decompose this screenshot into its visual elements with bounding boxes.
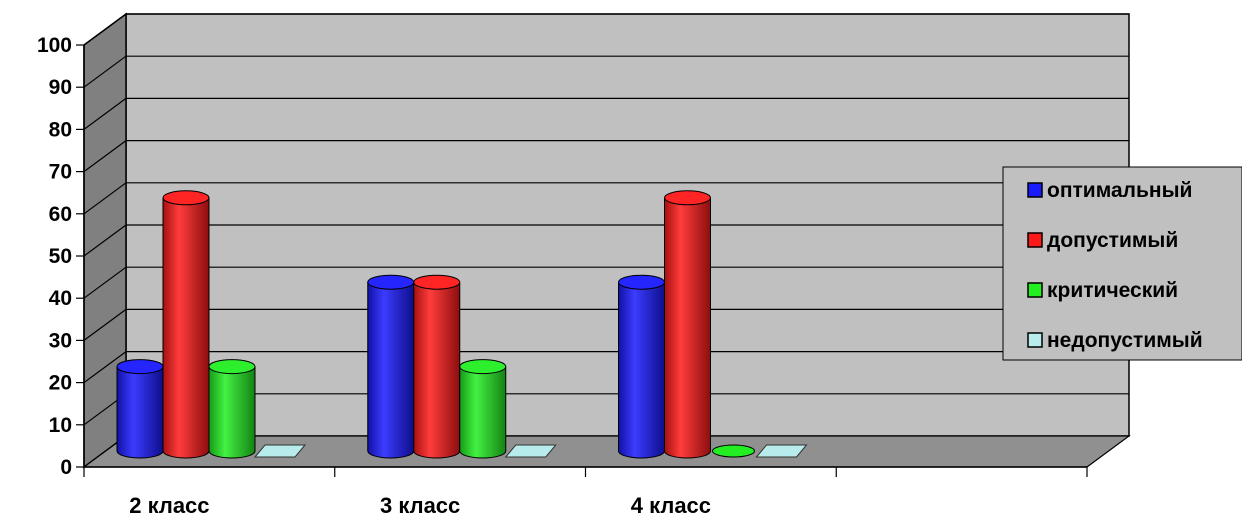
bar-body [413, 281, 461, 459]
gridline-side [83, 13, 127, 46]
xtick-label: 2 класс [129, 493, 209, 518]
ytick-label: 50 [49, 245, 72, 268]
bar-3-оптимальный [618, 274, 665, 459]
bar-top [459, 359, 507, 375]
bar-top [664, 190, 711, 206]
bar-3-недопустимый [755, 444, 808, 458]
legend-label: оптимальный [1047, 179, 1192, 202]
ytick-label: 100 [37, 34, 72, 57]
ytick-label: 60 [49, 203, 72, 226]
bar-body [367, 281, 415, 459]
bar-2-допустимый [413, 274, 461, 459]
gridline-side [83, 140, 127, 173]
bar-top [367, 274, 415, 290]
ytick-label: 10 [49, 414, 72, 437]
bar-body [162, 197, 210, 459]
bar-1-допустимый [162, 190, 210, 459]
bar-body [618, 281, 665, 459]
bar-2-оптимальный [367, 274, 415, 459]
bar-top [116, 359, 164, 375]
gridline-side [83, 224, 127, 257]
bar-flat [253, 444, 307, 458]
ytick-label: 0 [60, 456, 72, 479]
legend-label: допустимый [1047, 229, 1178, 252]
legend-swatch [1027, 182, 1043, 198]
ytick-label: 70 [49, 161, 72, 184]
gridline-side [83, 182, 127, 215]
xtick-label: 3 класс [380, 493, 460, 518]
bars [116, 190, 808, 459]
bar-top [208, 359, 256, 375]
bar-1-оптимальный [116, 359, 164, 459]
legend-label: недопустимый [1047, 329, 1203, 352]
bar-flat [504, 444, 557, 458]
ytick-label: 80 [49, 118, 72, 141]
ytick-label: 40 [49, 287, 72, 310]
bar-body [664, 197, 711, 459]
xtick-label: 4 класс [631, 493, 711, 518]
ytick-label: 30 [49, 329, 72, 352]
bar-1-недопустимый [253, 444, 307, 458]
bar-flat [712, 444, 755, 458]
bar-body [116, 366, 164, 459]
bar-top [162, 190, 210, 206]
bar-2-критический [459, 359, 507, 459]
ytick-label: 90 [49, 76, 72, 99]
gridline-side [83, 308, 127, 341]
ytick-label: 20 [49, 372, 72, 395]
bar-top [413, 274, 461, 290]
bar-1-критический [208, 359, 256, 459]
bar-body [459, 366, 507, 459]
bar-top [618, 274, 665, 290]
axes: 0 10 20 30 40 50 60 70 80 90 100 2 класс 3 класс 4 кл… [37, 34, 1088, 518]
gridline-side [83, 55, 127, 88]
bar-3-критический [712, 444, 755, 458]
legend-box [1002, 166, 1242, 361]
bar-2-недопустимый [504, 444, 557, 458]
gridline-side [83, 351, 127, 384]
gridline-side [83, 266, 127, 299]
bar-3-допустимый [664, 190, 711, 459]
legend-label: критический [1047, 279, 1178, 302]
legend-swatch [1027, 282, 1043, 298]
legend-swatch [1027, 332, 1043, 348]
bar-body [208, 366, 256, 459]
legend: оптимальный допустимый критический недопуст… [1002, 166, 1242, 361]
legend-swatch [1027, 232, 1043, 248]
gridline-side [83, 97, 127, 130]
bar-flat [755, 444, 808, 458]
